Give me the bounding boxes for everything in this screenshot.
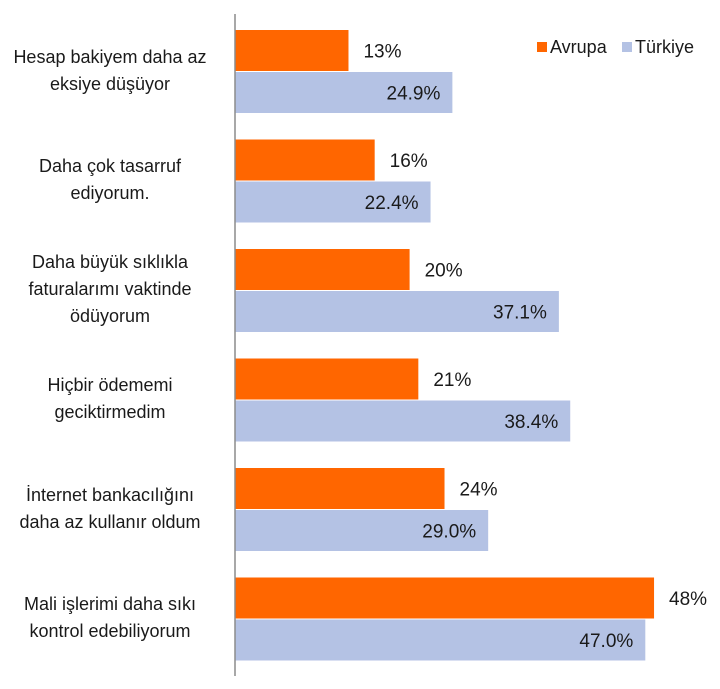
category-label: Daha büyük sıklıkla faturalarımı vaktinde… — [4, 249, 216, 330]
bar-avrupa — [235, 30, 349, 71]
category-label-line: Daha büyük sıklıkla — [31, 252, 189, 272]
category-label-line: kontrol edebiliyorum — [29, 621, 191, 641]
bar-avrupa — [235, 249, 410, 290]
data-label-avrupa: 13% — [363, 42, 401, 63]
category-label: İnternet bankacılığını daha az kullanır o… — [4, 482, 216, 536]
bar-avrupa — [235, 358, 419, 400]
bar-türkiye — [235, 291, 559, 332]
category-label-line: eksiye düşüyor — [49, 73, 171, 94]
category-label-line: Hesap bakiyem daha az — [13, 46, 207, 67]
data-label-türkiye: 24.9% — [387, 84, 441, 105]
legend-label-türkiye: Türkiye — [635, 37, 694, 57]
category-label-line: geciktirmedim — [54, 402, 166, 422]
category-label-line: Hiçbir ödememi — [47, 375, 173, 395]
bar-avrupa — [235, 139, 375, 181]
legend-label-avrupa: Avrupa — [550, 37, 608, 57]
data-label-avrupa: 21% — [433, 370, 471, 391]
data-label-türkiye: 22.4% — [365, 193, 419, 214]
bar-türkiye — [235, 72, 453, 113]
data-label-türkiye: 29.0% — [422, 522, 476, 543]
category-label-line: faturalarımı vaktinde — [28, 279, 192, 299]
data-label-avrupa: 16% — [390, 151, 428, 172]
data-label-avrupa: 24% — [460, 480, 498, 501]
bar-türkiye — [235, 619, 646, 661]
category-label: Hiçbir ödememi geciktirmedim — [4, 372, 216, 426]
bar-türkiye — [235, 510, 489, 551]
bar-türkiye — [235, 400, 571, 442]
bar-avrupa — [235, 577, 655, 619]
category-label: Hesap bakiyem daha az eksiye düşüyor — [4, 44, 216, 98]
data-label-avrupa: 48% — [669, 589, 707, 610]
category-label-line: ediyorum. — [70, 183, 150, 203]
bar-avrupa — [235, 468, 445, 509]
category-label-line: ödüyorum — [69, 306, 151, 326]
data-label-türkiye: 37.1% — [493, 303, 547, 324]
category-label-line: Mali işlerimi daha sıkı — [23, 594, 197, 614]
data-label-türkiye: 38.4% — [504, 412, 558, 433]
category-label: Daha çok tasarruf ediyorum. — [4, 153, 216, 207]
data-label-türkiye: 47.0% — [579, 631, 633, 652]
data-label-avrupa: 20% — [425, 261, 463, 282]
category-label: Mali işlerimi daha sıkı kontrol edebiliyo… — [4, 591, 216, 645]
category-label-line: Daha çok tasarruf — [38, 156, 182, 176]
legend-swatch-avrupa — [537, 42, 547, 52]
category-label-line: daha az kullanır oldum — [19, 511, 201, 532]
category-label-line: İnternet bankacılığını — [25, 484, 195, 505]
bar-türkiye — [235, 181, 431, 223]
legend-swatch-türkiye — [622, 42, 632, 52]
